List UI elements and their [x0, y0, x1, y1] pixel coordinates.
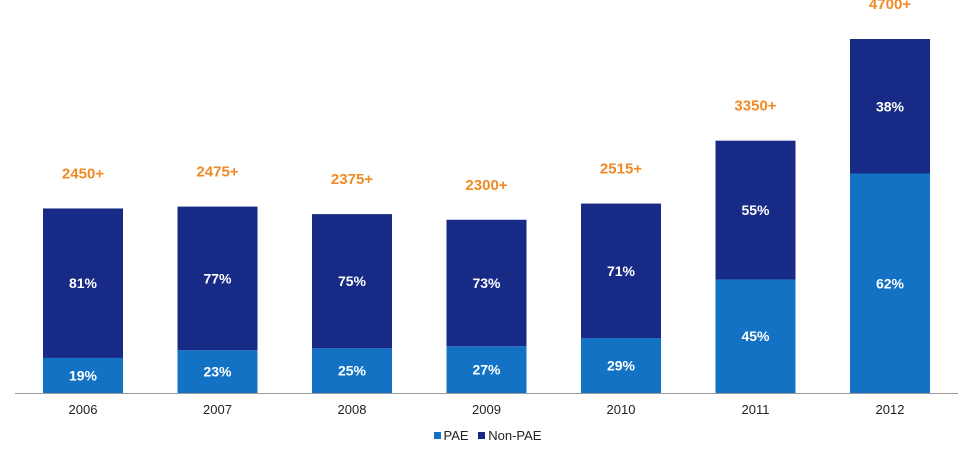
data-label-pae-2006: 19% [69, 367, 98, 383]
total-label-2012: 4700+ [869, 0, 911, 13]
legend-label-pae: PAE [444, 428, 469, 443]
data-label-non-pae-2012: 38% [876, 98, 905, 114]
data-label-pae-2012: 62% [876, 275, 905, 291]
x-tick-label-2007: 2007 [203, 402, 232, 417]
data-label-pae-2011: 45% [741, 328, 770, 344]
total-label-2007: 2475+ [196, 164, 238, 181]
data-label-pae-2010: 29% [607, 358, 636, 374]
x-tick-label-2009: 2009 [472, 402, 501, 417]
data-label-non-pae-2009: 73% [472, 275, 501, 291]
x-tick-label-2010: 2010 [607, 402, 636, 417]
data-label-pae-2009: 27% [472, 362, 501, 378]
legend-item-pae: PAE [434, 428, 469, 443]
bars-group: 19% 81% 2450+ 23% 77% 2475+ 25% 75% 2375+ 27% 73% 2… [43, 0, 930, 393]
legend-swatch-non-pae [478, 432, 485, 439]
data-label-pae-2008: 25% [338, 363, 367, 379]
x-tick-label-2012: 2012 [876, 402, 905, 417]
total-label-2011: 3350+ [734, 98, 776, 115]
legend-item-non-pae: Non-PAE [478, 428, 541, 443]
x-tick-label-2008: 2008 [338, 402, 367, 417]
data-label-non-pae-2008: 75% [338, 273, 367, 289]
data-label-non-pae-2006: 81% [69, 275, 98, 291]
legend-swatch-pae [434, 432, 441, 439]
total-label-2006: 2450+ [62, 165, 104, 182]
data-label-non-pae-2010: 71% [607, 263, 636, 279]
data-label-non-pae-2007: 77% [203, 270, 232, 286]
data-label-pae-2007: 23% [203, 364, 232, 380]
x-tick-label-2011: 2011 [742, 402, 770, 417]
x-tick-label-2006: 2006 [69, 402, 98, 417]
data-label-non-pae-2011: 55% [741, 202, 770, 218]
legend-label-non-pae: Non-PAE [488, 428, 541, 443]
x-tick-labels: 2006 2007 2008 2009 2010 2011 2012 [69, 402, 905, 417]
legend: PAE Non-PAE [0, 427, 975, 443]
total-label-2008: 2375+ [331, 171, 373, 188]
total-label-2010: 2515+ [600, 161, 642, 178]
stacked-bar-chart: 19% 81% 2450+ 23% 77% 2475+ 25% 75% 2375+ 27% 73% 2… [0, 0, 975, 420]
total-label-2009: 2300+ [465, 177, 507, 194]
